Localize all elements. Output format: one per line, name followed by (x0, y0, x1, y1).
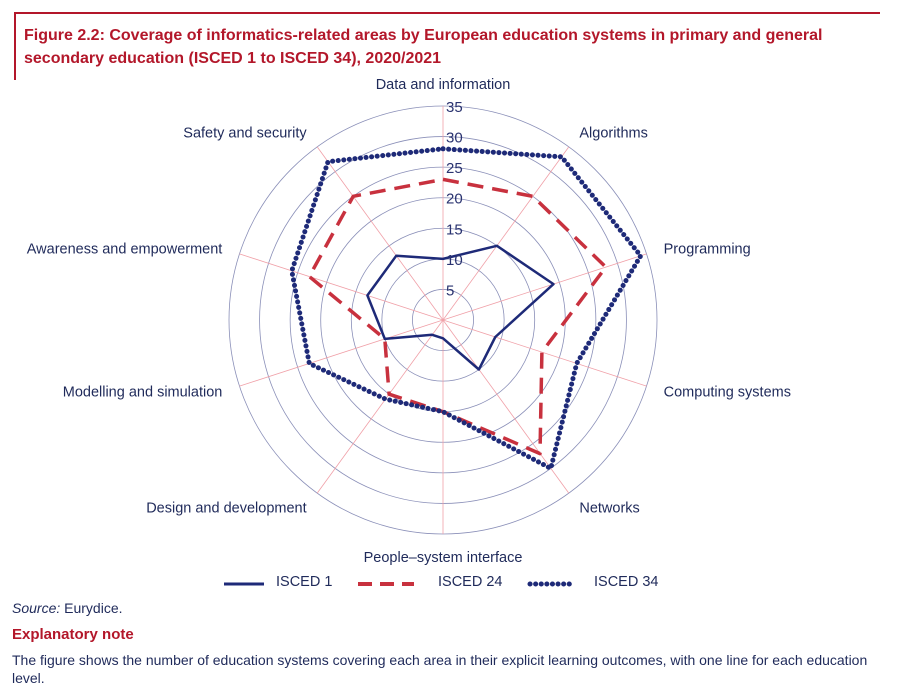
radial-tick-label: 25 (446, 160, 463, 177)
legend-swatch-isced1 (224, 582, 264, 586)
spoke-line (239, 253, 444, 321)
radial-tick-label: 30 (446, 130, 463, 147)
spoke-line (442, 146, 570, 321)
radial-tick-label: 10 (446, 252, 463, 269)
radial-tick-label: 5 (446, 282, 454, 299)
spoke-line (442, 319, 647, 387)
radial-tick-label: 15 (446, 221, 463, 238)
spoke-line (442, 319, 570, 494)
legend-label-isced24: ISCED 24 (438, 574, 503, 590)
category-label: Networks (579, 501, 639, 517)
legend-swatch-isced34 (527, 581, 574, 587)
spoke-line (316, 146, 444, 321)
radial-ticks: 5 10 15 20 25 30 35 (446, 99, 463, 299)
category-label: Computing systems (664, 385, 791, 401)
series-line-1 (366, 244, 555, 371)
radar-grid (228, 105, 658, 535)
spoke-line (239, 319, 444, 387)
category-label: Modelling and simulation (63, 385, 223, 401)
category-label: Safety and security (183, 125, 307, 141)
figure-title: Figure 2.2: Coverage of informatics-rela… (24, 27, 823, 67)
title-frame (14, 12, 880, 80)
source-line: Source: Eurydice. (12, 600, 123, 616)
category-label: Design and development (146, 501, 306, 517)
spoke-line (316, 319, 444, 494)
radial-tick-label: 20 (446, 191, 463, 208)
source-text: Eurydice. (60, 600, 123, 616)
category-label: Awareness and empowerment (27, 241, 223, 257)
category-label: Programming (664, 241, 751, 257)
radar-series (289, 146, 644, 471)
category-label: Algorithms (579, 125, 648, 141)
explanatory-note-text: The figure shows the number of education… (12, 652, 868, 686)
source-prefix: Source: (12, 600, 61, 616)
explanatory-note-title: Explanatory note (12, 626, 134, 643)
series-line-3 (289, 146, 644, 471)
legend-label-isced1: ISCED 1 (276, 574, 333, 590)
category-label: Data and information (376, 77, 511, 93)
legend-label-isced34: ISCED 34 (594, 574, 659, 590)
category-label: People–system interface (364, 550, 523, 566)
radar-chart: 5 10 15 20 25 30 35 Data and information Algori… (27, 77, 791, 566)
legend-swatch-isced24 (358, 582, 414, 586)
spoke-line (442, 253, 647, 321)
category-labels: Data and information Algorithms Programmin… (27, 77, 791, 566)
radial-tick-label: 35 (446, 99, 463, 116)
